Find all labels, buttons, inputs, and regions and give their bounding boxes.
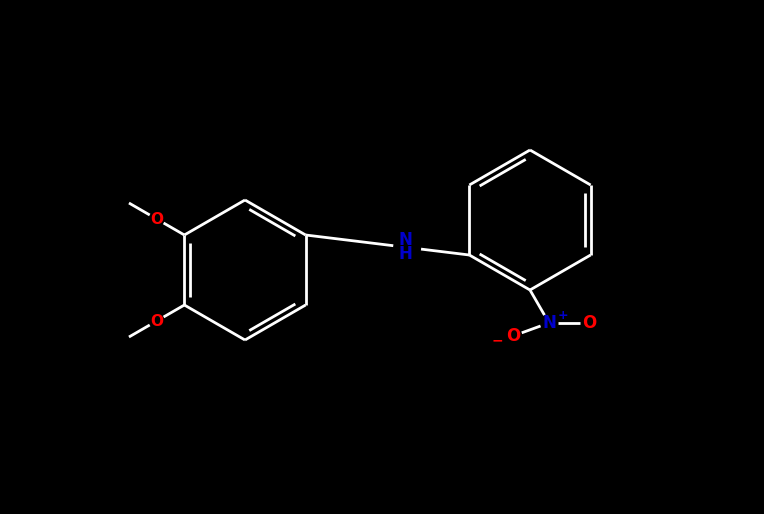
Text: N: N	[398, 231, 412, 249]
Text: O: O	[507, 327, 520, 345]
Text: O: O	[582, 314, 596, 332]
Text: O: O	[151, 314, 163, 328]
Text: N: N	[542, 314, 556, 332]
Text: H: H	[398, 245, 412, 263]
Text: +: +	[558, 309, 568, 322]
Text: −: −	[492, 333, 503, 347]
Text: O: O	[151, 211, 163, 227]
